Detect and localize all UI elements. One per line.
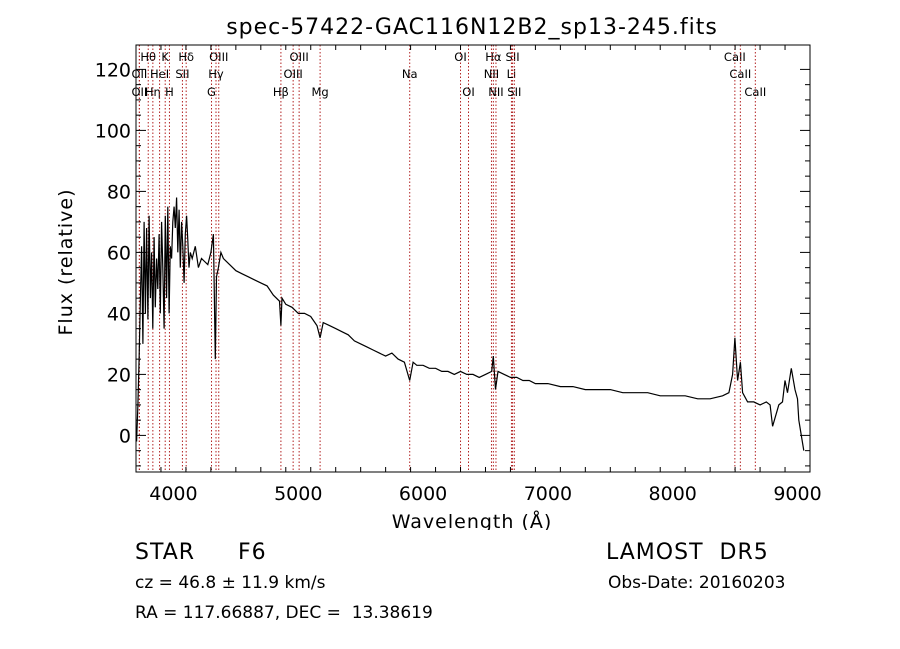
y-tick-label: 100 [95,120,131,142]
spectral-line-label: CaII [744,85,766,99]
x-tick-label: 5000 [274,483,322,505]
x-tick-label: 7000 [524,483,572,505]
x-tick-label: 9000 [773,483,821,505]
spectral-line-label: OI [454,50,466,64]
y-tick-label: 20 [107,364,131,386]
spectral-line-label: NII [484,67,499,81]
object-subclass: F6 [238,540,267,565]
spectral-line-label: CaII [724,50,746,64]
spectral-line-label: HeI [150,67,169,81]
spectral-line-label: Hθ [140,50,156,64]
plot-frame [135,44,811,473]
spectral-line-label: Hη [145,85,161,99]
spectral-line-label: OIII [209,50,228,64]
y-tick-label: 0 [119,425,131,447]
spectral-line-label: H [165,85,174,99]
spectral-line-label: Hγ [208,67,224,81]
y-tick-label: 120 [95,59,131,81]
y-tick-label: 40 [107,303,131,325]
spectrum-chart: spec-57422-GAC116N12B2_sp13-245.fits Hθ O… [55,15,822,530]
spectral-line-label: G [207,85,216,99]
spectral-line-label: Hα [485,50,502,64]
spectral-line-label: Mg [311,85,328,99]
spectral-line-label: Li [507,67,517,81]
y-tick-label: 80 [107,181,131,203]
spectral-line-label: OI [462,85,474,99]
chart-title: spec-57422-GAC116N12B2_sp13-245.fits [226,15,718,40]
spectral-line-label: SII [175,67,189,81]
axis-ticks: 4000 5000 6000 7000 8000 9000 0 20 40 60 80 100 120 [95,45,822,505]
y-tick-label: 60 [107,242,131,264]
spectrum-line [136,197,805,451]
spectral-line-label: Hδ [178,50,194,64]
spectral-line-label: K [161,50,169,64]
redshift-text: cz = 46.8 ± 11.9 km/s [135,573,326,593]
survey-name: LAMOST DR5 [606,540,769,565]
spectral-line-label: CaII [729,67,751,81]
x-tick-label: 4000 [149,483,197,505]
spectral-line-label: Na [402,67,418,81]
spectral-line-markers: HθOIIOIIHηHeIKHSIIHδGOIIIHγHβOIIIOIIIMgN… [131,45,766,472]
spectrum-series [136,197,805,451]
x-axis-label: Wavelength (Å) [392,510,553,530]
object-class: STAR [135,540,196,565]
obs-date-text: Obs-Date: 20160203 [608,573,786,593]
spectral-line-label: OIII [284,67,303,81]
spectral-line-label: NII [488,85,503,99]
spectral-line-label: OII [131,85,147,99]
spectral-line-label: OIII [290,50,309,64]
spectral-line-label: SII [507,85,521,99]
spectral-line-label: Hβ [273,85,289,99]
y-axis-label: Flux (relative) [55,188,77,335]
coords-text: RA = 117.66887, DEC = 13.38619 [135,603,433,623]
x-tick-label: 8000 [649,483,697,505]
spectral-line-label: SII [506,50,520,64]
x-tick-label: 6000 [399,483,447,505]
